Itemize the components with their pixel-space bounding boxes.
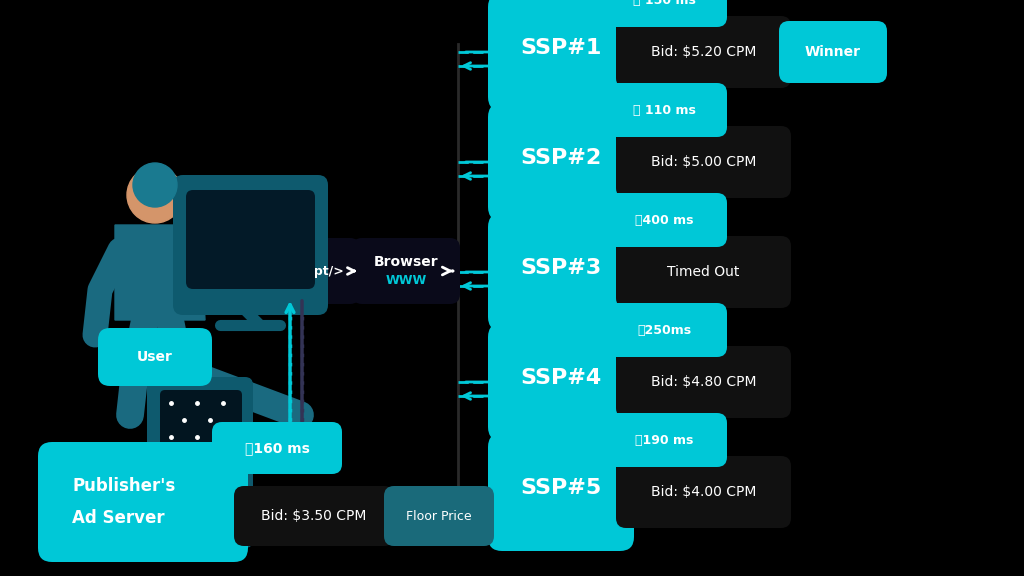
Circle shape <box>133 163 177 207</box>
FancyBboxPatch shape <box>602 0 727 27</box>
FancyBboxPatch shape <box>616 16 791 88</box>
FancyBboxPatch shape <box>98 328 212 386</box>
FancyBboxPatch shape <box>616 236 791 308</box>
FancyBboxPatch shape <box>147 377 253 548</box>
Text: User: User <box>137 350 173 364</box>
FancyBboxPatch shape <box>232 238 360 304</box>
Text: Bid: $5.00 CPM: Bid: $5.00 CPM <box>651 155 756 169</box>
FancyBboxPatch shape <box>384 486 494 546</box>
FancyBboxPatch shape <box>488 213 634 331</box>
FancyBboxPatch shape <box>616 456 791 528</box>
Text: ⏱160 ms: ⏱160 ms <box>245 441 309 455</box>
Text: SSP#2: SSP#2 <box>520 148 602 168</box>
FancyBboxPatch shape <box>173 175 328 315</box>
FancyBboxPatch shape <box>38 442 248 562</box>
Text: ⏱ 110 ms: ⏱ 110 ms <box>633 104 696 116</box>
FancyBboxPatch shape <box>602 303 727 357</box>
FancyBboxPatch shape <box>488 433 634 551</box>
FancyBboxPatch shape <box>186 190 315 289</box>
Text: Publisher's: Publisher's <box>72 477 175 495</box>
Circle shape <box>127 167 183 223</box>
Text: Bid: $5.20 CPM: Bid: $5.20 CPM <box>651 45 756 59</box>
Text: Ad Server: Ad Server <box>72 509 165 527</box>
FancyBboxPatch shape <box>212 422 342 474</box>
FancyBboxPatch shape <box>488 0 634 111</box>
Text: WWW: WWW <box>385 274 427 286</box>
FancyBboxPatch shape <box>602 83 727 137</box>
Text: Browser: Browser <box>374 255 438 269</box>
FancyBboxPatch shape <box>160 390 242 537</box>
FancyBboxPatch shape <box>779 21 887 83</box>
Text: Winner: Winner <box>805 45 861 59</box>
Text: Floor Price: Floor Price <box>407 510 472 522</box>
FancyBboxPatch shape <box>234 486 394 546</box>
Text: ⏱ 150 ms: ⏱ 150 ms <box>633 0 696 6</box>
Polygon shape <box>115 225 205 320</box>
Text: SSP#3: SSP#3 <box>520 258 602 278</box>
FancyBboxPatch shape <box>488 323 634 441</box>
Text: <JavaScript/>: <JavaScript/> <box>248 264 344 278</box>
FancyBboxPatch shape <box>602 413 727 467</box>
FancyBboxPatch shape <box>616 346 791 418</box>
Text: SSP#5: SSP#5 <box>520 478 602 498</box>
FancyBboxPatch shape <box>488 103 634 221</box>
Text: ⏱400 ms: ⏱400 ms <box>635 214 693 226</box>
Text: Bid: $3.50 CPM: Bid: $3.50 CPM <box>261 509 367 523</box>
Text: ⏱190 ms: ⏱190 ms <box>635 434 693 446</box>
Text: SSP#4: SSP#4 <box>520 368 602 388</box>
Text: Bid: $4.00 CPM: Bid: $4.00 CPM <box>651 485 756 499</box>
Text: Bid: $4.80 CPM: Bid: $4.80 CPM <box>650 375 757 389</box>
FancyBboxPatch shape <box>352 238 460 304</box>
Text: Timed Out: Timed Out <box>668 265 739 279</box>
Text: ⏱250ms: ⏱250ms <box>637 324 691 336</box>
FancyBboxPatch shape <box>602 193 727 247</box>
Text: SSP#1: SSP#1 <box>520 38 602 58</box>
FancyBboxPatch shape <box>616 126 791 198</box>
